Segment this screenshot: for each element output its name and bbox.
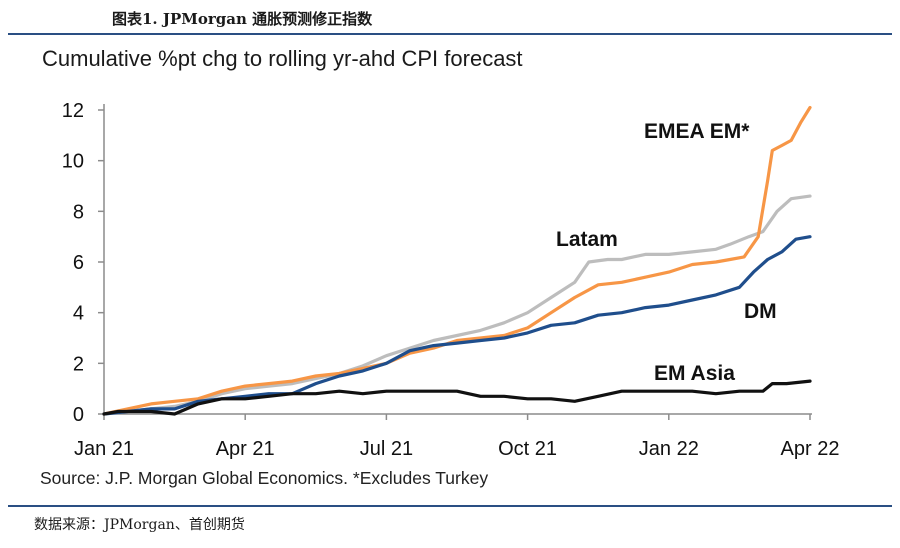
y-tick-label: 4: [73, 303, 84, 325]
x-tick-label: Apr 21: [216, 438, 275, 460]
series-label-emea-em: EMEA EM*: [644, 120, 750, 143]
x-tick-label: Apr 22: [781, 438, 840, 460]
figure-title: 图表1. JPMorgan 通胀预测修正指数: [112, 10, 373, 28]
top-rule: [8, 33, 892, 35]
series-line-latam: [102, 194, 812, 416]
x-tick-label: Jul 21: [360, 438, 413, 460]
y-tick-label: 6: [73, 252, 84, 274]
y-tick-label: 0: [73, 404, 84, 426]
y-tick-label: 2: [73, 353, 84, 375]
y-tick-label: 12: [62, 100, 84, 122]
series-lines: [102, 105, 812, 416]
data-source-footer: 数据来源：JPMorgan、首创期货: [34, 517, 245, 533]
series-line-em-asia: [102, 379, 812, 416]
x-tick-label: Jan 21: [74, 438, 134, 460]
chart-title: Cumulative %pt chg to rolling yr-ahd CPI…: [42, 46, 523, 71]
series-label-em-asia: EM Asia: [654, 362, 735, 385]
series-labels: Latam EMEA EM* DM EM Asia: [556, 120, 777, 385]
chart-axes: 0 2 4 6 8 10 12 Jan 21 Apr 21 Jul 21 Oct 21 Jan 22 A…: [62, 100, 840, 460]
series-label-latam: Latam: [556, 228, 618, 251]
y-tick-label: 8: [73, 201, 84, 223]
series-line-emea-em: [102, 105, 812, 416]
chart-source-note: Source: J.P. Morgan Global Economics. *E…: [40, 468, 489, 488]
y-tick-label: 10: [62, 151, 84, 173]
bottom-rule: [8, 505, 892, 507]
series-label-dm: DM: [744, 300, 777, 323]
x-tick-label: Oct 21: [498, 438, 557, 460]
x-tick-label: Jan 22: [639, 438, 699, 460]
